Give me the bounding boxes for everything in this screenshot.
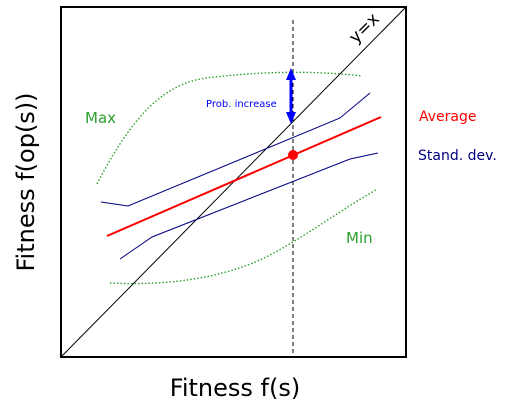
std-dev-label: Stand. dev. [418,148,497,164]
min-curve [109,189,377,285]
annotation-label: Prob. increase [206,99,277,110]
average-line [106,116,382,237]
min-label: Min [346,229,373,247]
average-label: Average [419,109,477,125]
x-axis-label: Fitness f(s) [170,374,300,400]
std-dev-lower-line [119,152,379,260]
max-label: Max [85,109,116,127]
prob-increase-arrow [286,68,296,124]
average-point [288,150,298,160]
y-axis-label: Fitness f(op(s)) [12,92,40,271]
std-dev-upper-line [100,92,371,207]
